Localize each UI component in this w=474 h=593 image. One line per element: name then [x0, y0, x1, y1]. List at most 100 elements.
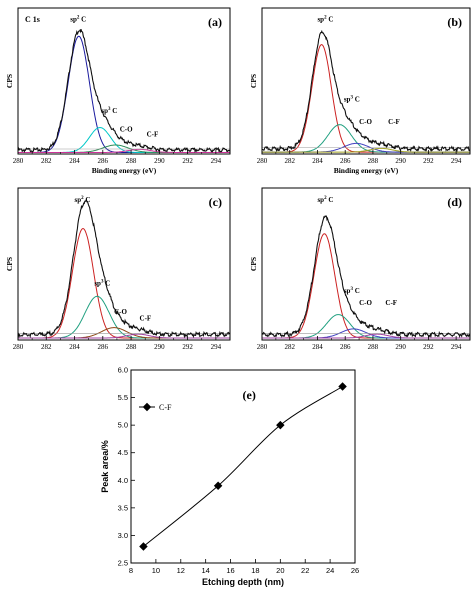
panel-label-c: (c)	[209, 195, 222, 209]
annotation-superscript: 2	[324, 16, 327, 21]
panel-label-b: (b)	[447, 15, 462, 29]
peak-annotation-a-2: C-O	[120, 126, 133, 134]
x-tick-label-c-4: 288	[126, 343, 137, 351]
x-tick-label-d-1: 282	[284, 343, 295, 351]
peak-annotation-c-3: C-F	[140, 314, 152, 322]
x-tick-label-c-3: 286	[98, 343, 109, 351]
x-tick-label-e-1: 10	[152, 566, 160, 575]
annotation-text: sp	[317, 196, 324, 204]
x-tick-label-c-2: 284	[69, 343, 80, 351]
annotation-tail: C	[353, 96, 360, 104]
panel-a: 280 282 284 286 288 290 292 294 Binding energy (…	[5, 7, 231, 175]
x-tick-label-a-2: 284	[69, 157, 80, 165]
x-tick-label-e-8: 24	[326, 566, 334, 575]
x-tick-label-b-2: 284	[312, 157, 323, 165]
peak-annotation-d-1: sp3 C	[344, 287, 360, 295]
y-tick-label-e-5: 5.0	[118, 421, 128, 430]
x-tick-label-a-1: 282	[41, 157, 52, 165]
x-tick-label-e-6: 20	[276, 566, 284, 575]
peak-annotation-d-2: C-O	[359, 299, 372, 307]
annotation-tail: C	[79, 16, 86, 24]
x-tick-label-d-7: 294	[451, 343, 462, 351]
x-tick-label-a-6: 292	[182, 157, 193, 165]
x-tick-label-d-5: 290	[395, 343, 406, 351]
x-tick-label-e-2: 12	[177, 566, 185, 575]
annotation-tail: C	[327, 16, 334, 24]
data-point-cf-2	[276, 420, 285, 430]
annotation-tail: C	[353, 287, 360, 295]
component-curve-d-0	[262, 233, 470, 339]
x-tick-label-b-3: 286	[340, 157, 351, 165]
x-tick-label-a-3: 286	[98, 157, 109, 165]
x-tick-label-e-3: 14	[201, 566, 209, 575]
x-tick-label-d-4: 288	[368, 343, 379, 351]
annotation-text: sp	[344, 96, 351, 104]
annotation-tail: C	[111, 107, 118, 115]
y-axis-label-a: CPS	[5, 74, 14, 88]
envelope-curve-a	[17, 28, 231, 153]
x-tick-label-e-5: 18	[251, 566, 259, 575]
annotation-tail: C	[327, 196, 334, 204]
legend-label-cf: C-F	[159, 403, 172, 412]
peak-annotation-d-3: C-F	[385, 299, 397, 307]
x-axis-label-e: Etching depth (nm)	[202, 577, 284, 587]
peak-annotation-a-1: sp3 C	[101, 107, 117, 115]
plot-frame-b	[261, 7, 471, 155]
panel-title-a: C 1s	[25, 15, 40, 24]
series-line-cf	[143, 386, 343, 547]
annotation-text: sp	[344, 287, 351, 295]
peak-annotation-b-2: C-O	[359, 118, 372, 126]
y-tick-label-e-1: 3.0	[118, 531, 128, 540]
x-tick-label-b-4: 288	[368, 157, 379, 165]
data-point-cf-3	[338, 382, 347, 391]
y-axis-label-d: CPS	[249, 257, 258, 271]
annotation-superscript: 2	[81, 196, 84, 201]
annotation-superscript: 3	[350, 287, 353, 292]
panel-e: 8 10 12 14 16 18 20 22 24 26 2.5 3.0 3.5 4.0 4.5 5.0 5.5…	[100, 366, 359, 588]
annotation-text: C-F	[388, 118, 400, 126]
annotation-text: C-F	[147, 131, 159, 139]
peak-annotation-d-0: sp2 C	[317, 196, 333, 204]
annotation-text: sp	[317, 16, 324, 24]
x-tick-label-b-7: 294	[451, 157, 462, 165]
annotation-tail: C	[84, 196, 91, 204]
envelope-curve-d	[261, 215, 471, 339]
peak-annotation-c-1: sp3 C	[94, 279, 110, 287]
x-tick-label-b-1: 282	[284, 157, 295, 165]
peak-annotation-b-3: C-F	[388, 118, 400, 126]
panel-b: 280 282 284 286 288 290 292 294 Binding energy (…	[249, 7, 471, 175]
y-tick-label-e-3: 4.0	[118, 476, 128, 485]
x-tick-label-e-7: 22	[301, 566, 309, 575]
envelope-curve-b	[261, 29, 471, 153]
component-curve-b-3	[262, 147, 470, 153]
annotation-text: C-O	[114, 308, 127, 316]
y-tick-label-e-4: 4.5	[118, 448, 128, 457]
y-axis-label-b: CPS	[249, 74, 258, 88]
plot-frame-a	[17, 7, 231, 155]
annotation-text: sp	[75, 196, 82, 204]
x-tick-label-d-3: 286	[340, 343, 351, 351]
plot-frame-c	[17, 187, 231, 341]
x-tick-label-c-7: 294	[211, 343, 222, 351]
x-tick-label-e-4: 16	[226, 566, 234, 575]
peak-annotation-b-0: sp2 C	[317, 16, 333, 24]
y-axis-label-c: CPS	[5, 257, 14, 271]
plot-frame-d	[261, 187, 471, 341]
x-tick-label-a-0: 280	[13, 157, 24, 165]
annotation-superscript: 2	[77, 16, 80, 21]
annotation-tail: C	[103, 279, 110, 287]
panel-label-a: (a)	[208, 15, 222, 29]
peak-annotation-a-0: sp2 C	[70, 16, 86, 24]
x-tick-label-b-5: 290	[395, 157, 406, 165]
panel-label-d: (d)	[447, 195, 462, 209]
annotation-superscript: 2	[324, 196, 327, 201]
x-tick-label-a-7: 294	[211, 157, 222, 165]
y-tick-label-e-0: 2.5	[118, 559, 128, 568]
y-axis-label-e: Peak area/%	[100, 440, 110, 493]
annotation-text: C-F	[140, 314, 152, 322]
annotation-text: C-F	[385, 299, 397, 307]
x-tick-label-c-6: 292	[182, 343, 193, 351]
